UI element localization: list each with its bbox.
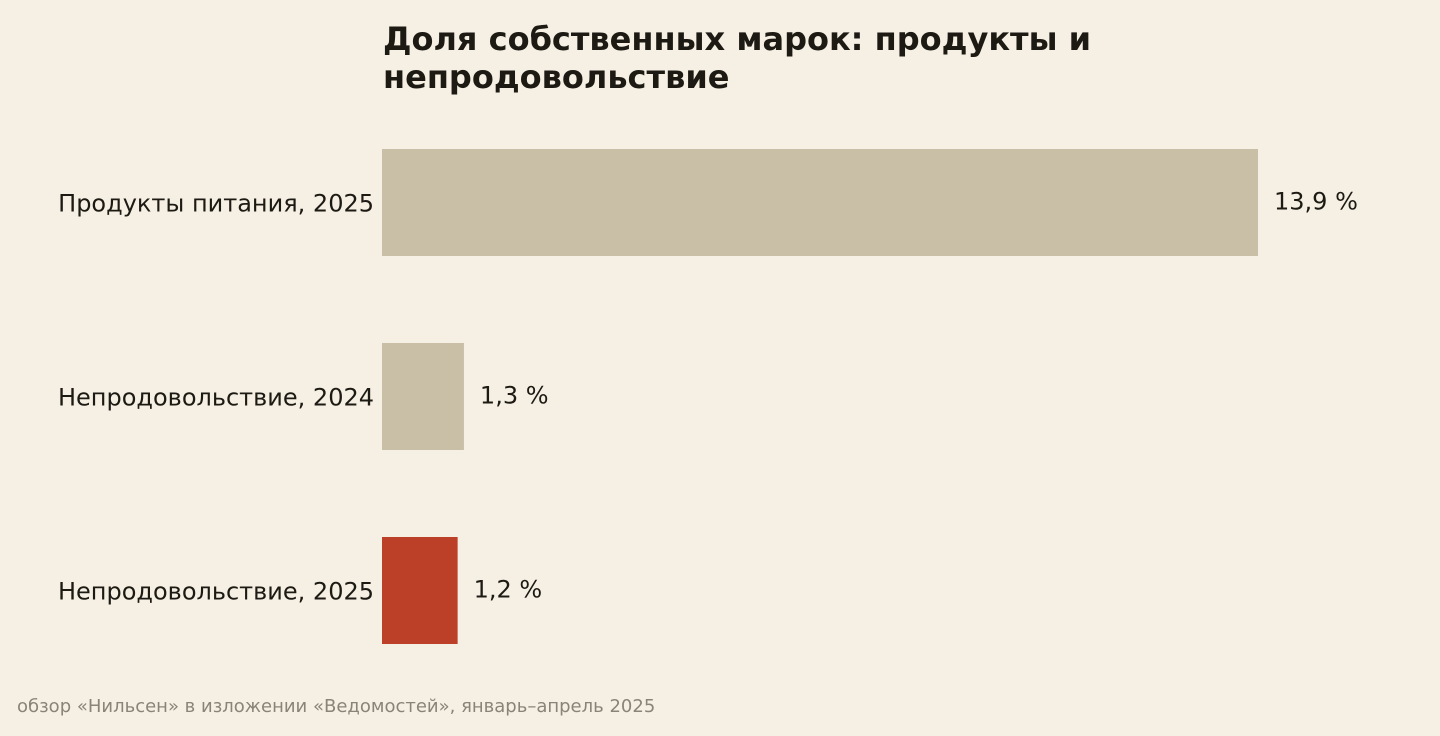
bar-3 bbox=[382, 537, 458, 644]
value-label-3: 1,2 % bbox=[474, 576, 543, 604]
category-label-2: Непродовольствие, 2024 bbox=[58, 384, 374, 412]
bar-1 bbox=[382, 149, 1258, 256]
category-label-3: Непродовольствие, 2025 bbox=[58, 578, 374, 606]
value-label-1: 13,9 % bbox=[1274, 188, 1358, 216]
category-label-1: Продукты питания, 2025 bbox=[58, 190, 374, 218]
bars-layer: Продукты питания, 2025 13,9 % Непродовольс… bbox=[58, 149, 1358, 644]
bar-2 bbox=[382, 343, 464, 450]
source-note: обзор «Нильсен» в изложении «Ведомостей»… bbox=[17, 696, 656, 717]
chart-title: Доля собственных марок: продукты и непро… bbox=[383, 20, 1092, 96]
value-label-2: 1,3 % bbox=[480, 382, 549, 410]
